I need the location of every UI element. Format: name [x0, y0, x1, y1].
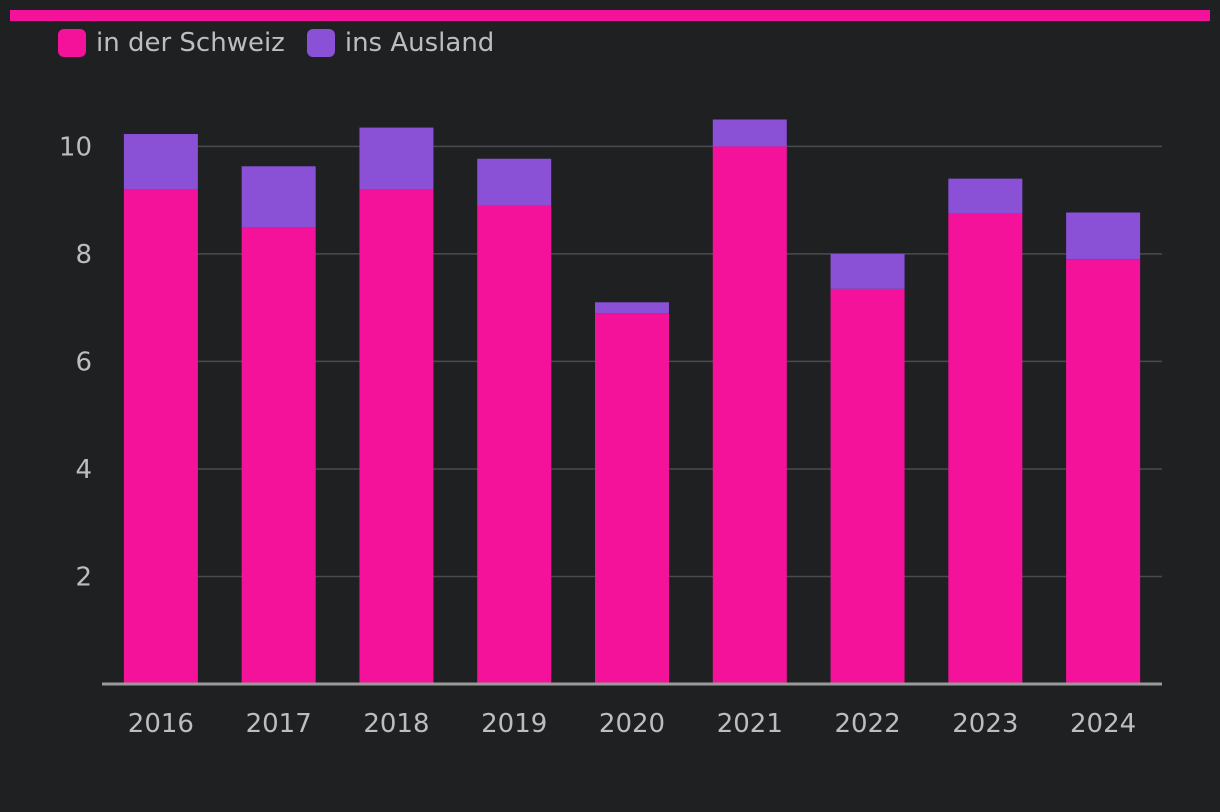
bar-abroad-2018	[359, 127, 434, 190]
bar-abroad-2021	[712, 119, 787, 147]
bar-abroad-2020	[595, 302, 669, 314]
legend: in der Schweiz ins Ausland	[58, 28, 494, 58]
bar-abroad-2024	[1066, 212, 1141, 260]
bar-domestic-2021	[712, 146, 787, 684]
legend-label-abroad: ins Ausland	[344, 28, 495, 58]
x-tick-label-2018: 2018	[363, 709, 429, 739]
x-tick-label-2023: 2023	[952, 709, 1018, 739]
x-tick-label-2021: 2021	[717, 709, 783, 739]
x-tick-label-2024: 2024	[1070, 709, 1136, 739]
bar-domestic-2020	[595, 313, 669, 684]
bar-domestic-2023	[948, 213, 1023, 684]
x-tick-label-2016: 2016	[128, 709, 194, 739]
legend-label-domestic: in der Schweiz	[96, 28, 285, 58]
bar-domestic-2018	[359, 189, 434, 684]
bars	[123, 119, 1141, 684]
bar-domestic-2019	[477, 205, 552, 684]
x-tick-label-2020: 2020	[599, 709, 665, 739]
legend-item-domestic: in der Schweiz	[58, 28, 285, 58]
bar-abroad-2022	[830, 253, 905, 289]
bar-abroad-2016	[123, 134, 198, 190]
bar-domestic-2017	[241, 227, 316, 684]
axes: 2 4 6 8 10 2016 2017 2018 2019 2020 2021 2022 2023 20…	[59, 132, 1162, 739]
bar-domestic-2024	[1066, 259, 1141, 684]
x-tick-label-2017: 2017	[246, 709, 312, 739]
legend-swatch-domestic	[58, 29, 86, 57]
top-accent-bar	[10, 10, 1210, 21]
bar-domestic-2022	[830, 288, 905, 684]
bar-abroad-2023	[948, 178, 1023, 214]
legend-swatch-abroad	[306, 29, 335, 57]
x-tick-label-2019: 2019	[481, 709, 547, 739]
bar-abroad-2017	[241, 166, 316, 228]
y-tick-label-4: 4	[75, 455, 92, 485]
bar-abroad-2019	[477, 158, 552, 206]
y-tick-label-6: 6	[75, 347, 92, 377]
bar-domestic-2016	[123, 189, 198, 684]
y-tick-label-8: 8	[75, 240, 92, 270]
y-tick-label-10: 10	[59, 132, 92, 162]
y-tick-label-2: 2	[75, 562, 92, 592]
legend-item-abroad: ins Ausland	[306, 28, 495, 58]
x-tick-label-2022: 2022	[834, 709, 900, 739]
